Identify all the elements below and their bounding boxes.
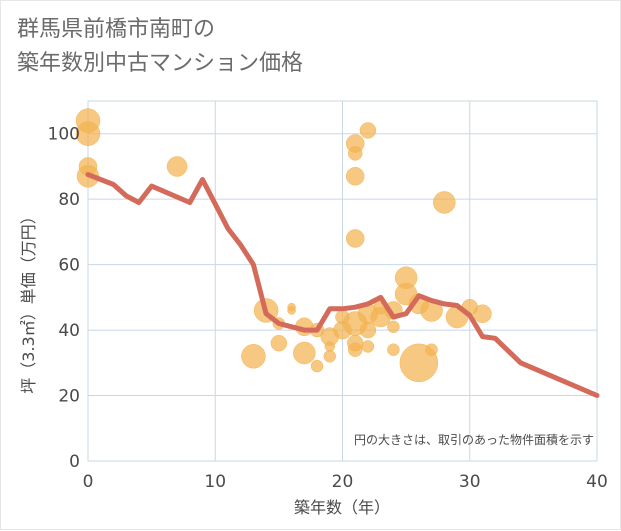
plot-border (87, 100, 598, 462)
size-note: 円の大きさは、取引のあった物件面積を示す (354, 432, 594, 447)
y-tick-label: 100 (48, 125, 80, 145)
data-bubble (387, 320, 400, 334)
line-layer (85, 172, 600, 398)
x-axis-label: 築年数（年） (294, 498, 390, 517)
data-bubble (310, 359, 324, 373)
grid-layer (87, 101, 598, 462)
y-tick-label: 40 (58, 321, 80, 341)
data-bubble (75, 121, 101, 146)
y-tick-label: 20 (58, 387, 80, 407)
data-bubble (361, 340, 375, 353)
x-tick-label: 10 (204, 472, 226, 492)
y-axis-label: 坪（3.3㎡）単価（万円） (19, 208, 38, 393)
chart-title-line1: 群馬県前橋市南町の (17, 17, 216, 42)
x-tick-label: 40 (586, 472, 608, 492)
data-bubble (270, 334, 288, 352)
data-bubble (359, 122, 377, 139)
data-bubble (387, 343, 400, 356)
average-price-line (85, 172, 600, 398)
data-bubble (345, 167, 365, 186)
x-tick-label: 0 (83, 472, 94, 492)
y-tick-label: 80 (58, 190, 80, 210)
data-bubble (345, 229, 365, 248)
y-tick-label: 60 (58, 256, 80, 276)
data-bubble (287, 306, 296, 315)
x-tick-label: 30 (459, 472, 481, 492)
chart-title-line2: 築年数別中古マンション価格 (17, 51, 304, 76)
data-bubble (425, 343, 438, 356)
data-bubble (166, 156, 188, 177)
tick-layer: 0 10 20 30 40 0 20 40 60 80 100 (48, 125, 608, 492)
data-bubble (359, 321, 377, 339)
x-tick-label: 20 (332, 472, 354, 492)
data-bubble (347, 342, 363, 357)
y-tick-label: 0 (69, 452, 80, 472)
data-bubble (433, 191, 456, 214)
chart-title: 群馬県前橋市南町の 築年数別中古マンション価格 (17, 13, 303, 81)
data-bubble (293, 341, 316, 365)
data-bubble (347, 146, 363, 161)
data-bubble (323, 350, 337, 363)
bubble-layer (75, 108, 492, 383)
data-bubble (241, 344, 266, 369)
data-bubble (473, 304, 492, 323)
